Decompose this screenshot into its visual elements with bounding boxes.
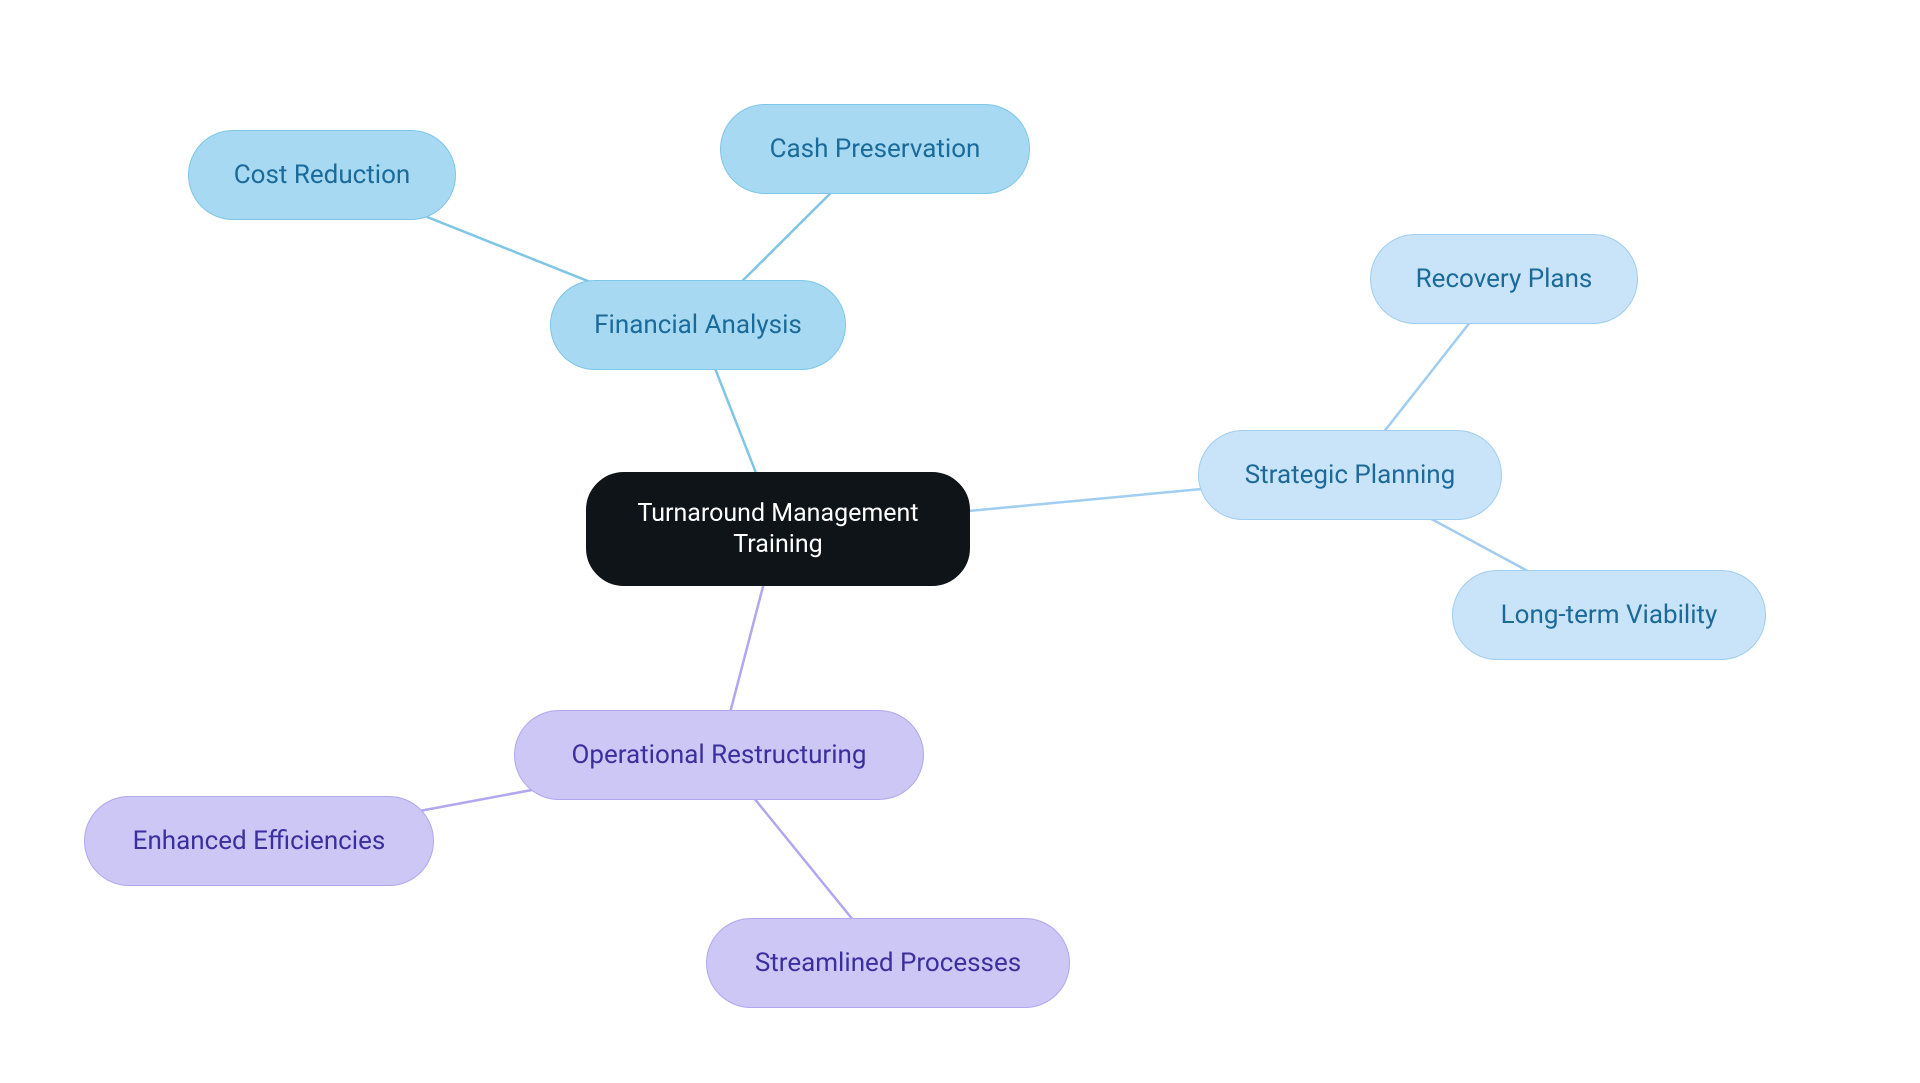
node-efficiencies: Enhanced Efficiencies [84, 796, 434, 886]
node-financial: Financial Analysis [550, 280, 846, 370]
node-label: Recovery Plans [1416, 263, 1593, 296]
node-cash: Cash Preservation [720, 104, 1030, 194]
node-label: Long-term Viability [1501, 599, 1718, 632]
node-label: Operational Restructuring [571, 739, 866, 772]
node-label: Cost Reduction [234, 159, 411, 192]
node-operational: Operational Restructuring [514, 710, 924, 800]
node-streamlined: Streamlined Processes [706, 918, 1070, 1008]
node-label: Financial Analysis [594, 309, 802, 342]
diagram-canvas: Turnaround Management Training Financial … [0, 0, 1920, 1083]
node-label: Strategic Planning [1245, 459, 1456, 492]
node-longterm: Long-term Viability [1452, 570, 1766, 660]
node-strategic: Strategic Planning [1198, 430, 1502, 520]
node-cost: Cost Reduction [188, 130, 456, 220]
node-label: Turnaround Management Training [637, 498, 918, 561]
node-recovery: Recovery Plans [1370, 234, 1638, 324]
node-label: Streamlined Processes [755, 947, 1021, 980]
node-label: Enhanced Efficiencies [133, 825, 386, 858]
node-label: Cash Preservation [770, 133, 981, 166]
node-root: Turnaround Management Training [586, 472, 970, 586]
